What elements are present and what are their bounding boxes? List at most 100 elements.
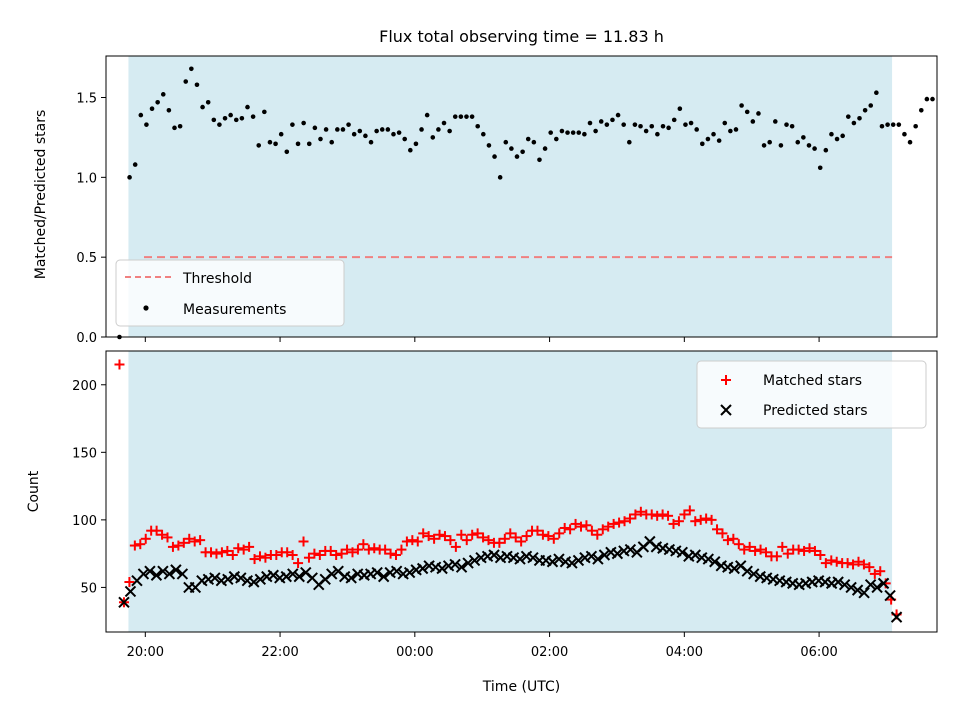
predicted-star-marker <box>449 558 461 571</box>
x-marker-b <box>144 565 156 577</box>
measurement-point <box>778 143 784 148</box>
matched-star-marker <box>439 531 450 542</box>
measurement-point <box>278 131 284 137</box>
x-marker-b <box>520 550 533 563</box>
measurement-point <box>761 143 767 148</box>
matched-star-marker <box>554 528 565 539</box>
matched-star-marker <box>189 536 200 547</box>
measurement-point <box>711 131 716 137</box>
matched-star-marker <box>630 509 641 520</box>
x-marker-b <box>741 565 753 577</box>
bottom-axes-frame <box>105 350 938 633</box>
measurement-point <box>245 104 250 110</box>
measurement-point <box>217 122 222 127</box>
measurement-point <box>638 123 643 129</box>
bottom-x-ticks: 20:00 22:00 00:00 02:00 04:00 06:00 <box>127 632 838 660</box>
matched-star-marker <box>733 539 744 550</box>
measurement-point <box>615 112 621 118</box>
x-marker-b <box>702 553 714 565</box>
x-marker-b <box>890 611 903 623</box>
x-marker-b <box>507 551 520 564</box>
matched-star-marker <box>358 539 369 550</box>
matched-star-marker <box>516 536 527 547</box>
measurement-point <box>464 114 469 119</box>
measurement-point <box>632 122 638 127</box>
measurement-point <box>655 131 660 137</box>
x-marker-b <box>163 568 176 580</box>
predicted-star-marker <box>592 553 604 565</box>
predicted-star-marker <box>689 549 702 561</box>
measurement-point <box>127 175 132 180</box>
x-marker-b <box>884 589 896 602</box>
matched-star-marker <box>423 531 434 542</box>
legend-matched-marker <box>721 375 731 385</box>
x-marker-b <box>429 561 442 573</box>
measurement-point <box>531 139 537 145</box>
x-tick-label: 22:00 <box>261 645 298 660</box>
matched-star-marker <box>619 516 630 527</box>
predicted-star-marker <box>527 551 539 564</box>
matched-star-marker <box>652 510 663 521</box>
top-x-ticks <box>144 337 820 342</box>
matched-star-marker <box>282 547 293 558</box>
x-marker-b <box>351 568 364 580</box>
matched-star-marker <box>157 529 168 540</box>
matched-star-marker <box>325 545 336 556</box>
measurement-point <box>441 120 447 126</box>
top-y-tick-label: 0.0 <box>76 331 97 346</box>
matched-star-marker <box>287 549 298 560</box>
top-y-tick-label: 1.5 <box>76 92 97 107</box>
x-marker-b <box>501 550 513 563</box>
matched-star-marker <box>401 536 412 547</box>
matched-star-marker <box>712 524 723 535</box>
x-marker-b <box>832 576 844 588</box>
measurement-point <box>739 103 744 108</box>
predicted-star-marker <box>624 543 637 556</box>
measurement-point <box>722 120 728 126</box>
predicted-star-marker <box>390 565 403 577</box>
measurement-point <box>396 130 402 135</box>
measurement-point <box>812 146 817 151</box>
matched-star-marker <box>173 540 184 551</box>
measurement-point <box>346 122 351 127</box>
matched-star-marker <box>380 544 391 555</box>
matched-star-marker <box>140 533 151 544</box>
measurement-point <box>705 136 711 142</box>
matched-star-marker <box>570 518 581 529</box>
matched-star-marker <box>456 529 467 540</box>
x-marker-b <box>845 581 857 594</box>
measurement-point <box>273 141 278 147</box>
matched-star-marker <box>848 559 859 570</box>
x-marker-b <box>423 560 435 572</box>
measurement-point <box>295 141 301 147</box>
x-tick-label: 02:00 <box>531 645 568 660</box>
matched-star-marker <box>445 535 456 546</box>
measurement-point <box>306 141 312 147</box>
predicted-star-marker <box>377 570 390 583</box>
measurement-point <box>497 175 503 180</box>
matched-star-marker <box>467 529 478 540</box>
x-marker-b <box>780 576 792 588</box>
x-marker-b <box>858 587 870 599</box>
predicted-star-marker <box>890 611 903 623</box>
x-marker-b <box>339 570 351 583</box>
measurement-point <box>862 107 868 113</box>
x-marker-b <box>124 585 137 598</box>
matched-star-marker <box>114 359 125 370</box>
measurement-point <box>694 127 699 132</box>
predicted-star-marker <box>741 565 753 577</box>
measurement-point <box>913 123 918 129</box>
predicted-star-marker <box>222 573 234 586</box>
matched-star-marker <box>385 548 396 559</box>
matched-star-marker <box>864 562 875 573</box>
x-tick-label: 04:00 <box>666 645 703 660</box>
matched-star-marker <box>249 554 260 565</box>
x-marker-b <box>468 554 481 567</box>
x-marker-b <box>377 570 390 583</box>
matched-star-marker <box>211 548 222 559</box>
legend-threshold-label: Threshold <box>182 271 252 287</box>
x-marker-b <box>585 550 598 563</box>
matched-star-marker <box>809 545 820 556</box>
measurement-point <box>868 103 874 108</box>
matched-star-marker <box>684 505 695 516</box>
